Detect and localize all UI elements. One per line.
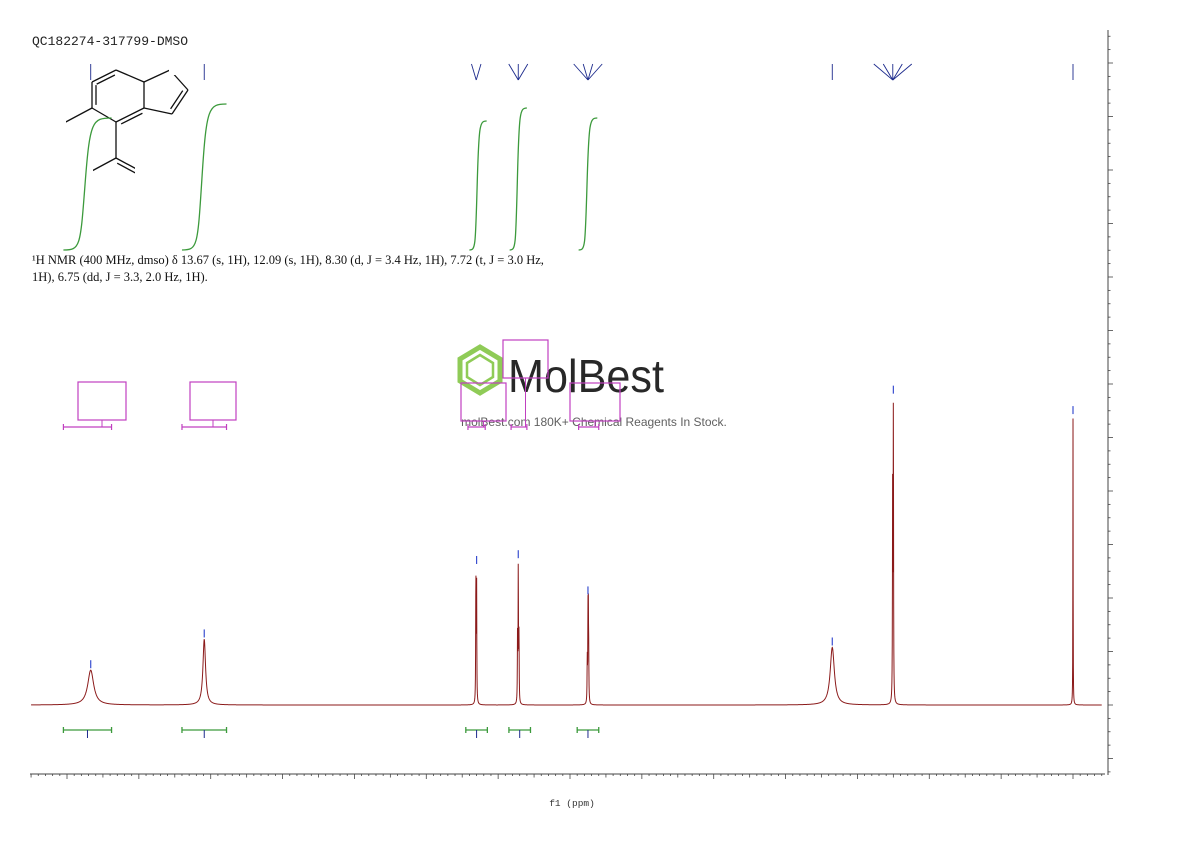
x-axis	[30, 773, 1105, 779]
spectrum-line	[31, 402, 1102, 706]
chemical-structure	[53, 52, 191, 180]
integral-curve	[509, 107, 527, 251]
bond-line	[115, 107, 145, 123]
sample-id-label: QC182274-317799-DMSO	[32, 34, 188, 49]
peak-label-leader	[892, 63, 903, 81]
multiplet-box	[77, 381, 127, 421]
integral-curve	[469, 120, 487, 251]
bond-line	[171, 89, 189, 115]
watermark-tagline: molBest.com 180K+ Chemical Reagents In S…	[461, 415, 727, 429]
integral-curve	[63, 117, 112, 251]
watermark-brand: MolBest	[508, 350, 664, 402]
bond-line	[91, 69, 117, 83]
integral-brackets	[62, 727, 600, 738]
multiplet-box	[189, 381, 237, 421]
bond-line	[170, 90, 184, 110]
atom-label-background	[53, 116, 66, 131]
peak-label-leader	[471, 63, 477, 81]
peak-label-leader	[508, 63, 519, 81]
bond-line	[120, 112, 143, 125]
peak-label-leader	[573, 63, 589, 81]
y-axis	[1107, 30, 1113, 775]
integral-curve	[578, 117, 598, 251]
atom-label-background	[107, 52, 120, 67]
nmr-description-line-1: ¹H NMR (400 MHz, dmso) δ 13.67 (s, 1H), …	[32, 253, 544, 267]
peak-top-markers	[90, 385, 1074, 669]
peak-label-leader	[475, 63, 482, 81]
peak-labels	[90, 63, 1074, 81]
bond-line	[96, 74, 116, 85]
nmr-description-line-2: 1H), 6.75 (dd, J = 3.3, 2.0 Hz, 1H).	[32, 270, 208, 284]
peak-label-leader	[873, 63, 894, 81]
atom-label-background	[169, 60, 191, 75]
bond-line	[143, 69, 171, 83]
peak-label-leader	[892, 63, 913, 81]
integral-curves	[63, 103, 598, 251]
atom-label-background	[135, 164, 148, 179]
x-axis-title: f1 (ppm)	[549, 798, 595, 809]
multiplet-annotations	[62, 339, 621, 430]
molbest-logo-icon	[457, 344, 503, 396]
integral-curve	[181, 103, 227, 251]
peak-label-leader	[587, 63, 603, 81]
bond-line	[91, 107, 117, 123]
bond-line	[61, 107, 93, 125]
bond-line	[116, 162, 138, 175]
peak-label-leader	[882, 63, 894, 81]
bond-line	[143, 107, 173, 115]
atom-label-background	[71, 165, 93, 180]
peak-label-leader	[587, 63, 594, 81]
molbest-watermark: MolBest molBest.com 180K+ Chemical Reage…	[457, 344, 727, 429]
bond-line	[115, 69, 145, 83]
peak-label-leader	[517, 63, 529, 81]
peak-label-leader	[582, 63, 589, 81]
bond-line	[89, 157, 117, 173]
